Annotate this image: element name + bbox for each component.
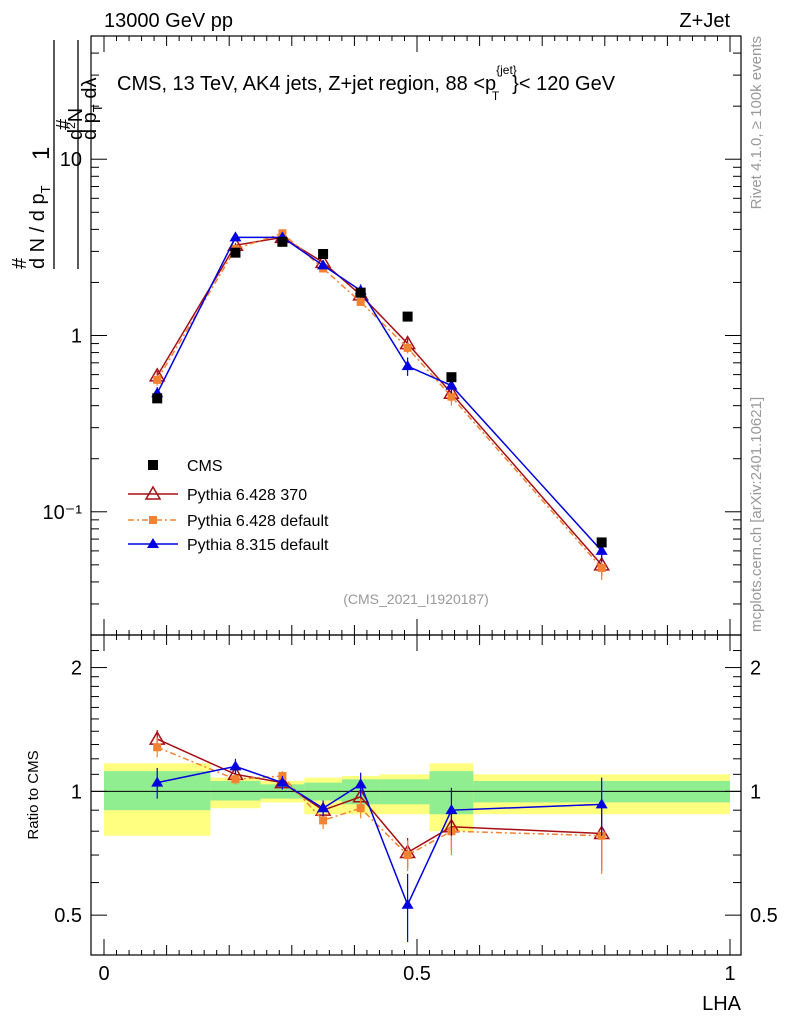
ratio-point bbox=[354, 778, 367, 789]
y-tick-label: 1 bbox=[71, 326, 82, 348]
ratio-tick-label: 2 bbox=[71, 658, 82, 680]
analysis-id: (CMS_2021_I1920187) bbox=[343, 591, 489, 607]
svg-text:#: # bbox=[53, 118, 75, 130]
series-3 bbox=[151, 231, 608, 943]
y-axis-label: 1 d N / d pT # # d pT dλ d2N bbox=[9, 40, 105, 269]
legend-label-pythia8-default: Pythia 8.315 default bbox=[187, 537, 329, 554]
legend-marker-cms bbox=[148, 460, 158, 470]
ratio-tick-label: 1 bbox=[71, 781, 82, 803]
legend-label-pythia6-default: Pythia 6.428 default bbox=[187, 513, 329, 530]
svg-text:#: # bbox=[9, 257, 31, 269]
legend: CMS Pythia 6.428 370 Pythia 6.428 defaul… bbox=[128, 458, 329, 554]
cms-data-point bbox=[277, 236, 288, 247]
legend-marker-pythia8-default bbox=[147, 538, 159, 548]
legend-label-pythia6-370: Pythia 6.428 370 bbox=[187, 487, 307, 504]
y-tick-label: 10 bbox=[60, 149, 82, 171]
axis-ticks: 0 0.5 1 10⁻¹ 1 10 0.5 0.5 1 1 2 2 bbox=[43, 35, 778, 985]
data-point bbox=[401, 360, 414, 371]
series-line-ratio bbox=[156, 746, 602, 856]
x-tick-label: 0 bbox=[98, 963, 109, 985]
rivet-note: Rivet 4.1.0, ≥ 100k events bbox=[748, 36, 765, 209]
ratio-point bbox=[151, 776, 164, 787]
series-line-main bbox=[156, 236, 603, 552]
cms-data-point bbox=[402, 311, 413, 322]
ratio-point bbox=[229, 760, 242, 771]
ratio-point bbox=[595, 798, 608, 809]
legend-item-pythia6-default: Pythia 6.428 default bbox=[128, 513, 329, 530]
ratio-point bbox=[317, 802, 330, 813]
header-right: Z+Jet bbox=[679, 10, 730, 32]
series-layer bbox=[148, 228, 610, 943]
title-main: CMS, 13 TeV, AK4 jets, Z+jet region, 88 … bbox=[117, 73, 496, 95]
svg-text:d2N: d2N bbox=[64, 108, 87, 140]
data-point bbox=[229, 231, 242, 242]
ratio-panel-frame bbox=[90, 634, 742, 956]
title-tail: }< 120 GeV bbox=[512, 73, 616, 95]
ratio-tick-label: 0.5 bbox=[750, 905, 778, 927]
svg-text:1: 1 bbox=[28, 147, 55, 160]
series-cms bbox=[152, 236, 607, 548]
x-tick-label: 1 bbox=[724, 963, 735, 985]
x-tick-label: 0.5 bbox=[403, 963, 431, 985]
ratio-y-label: Ratio to CMS bbox=[25, 750, 42, 839]
cms-data-point bbox=[152, 393, 163, 404]
ratio-tick-label: 1 bbox=[750, 781, 761, 803]
cms-data-point bbox=[318, 248, 329, 259]
cms-data-point bbox=[596, 537, 607, 548]
chart-title: CMS, 13 TeV, AK4 jets, Z+jet region, 88 … bbox=[117, 63, 616, 103]
data-point bbox=[445, 379, 458, 390]
y-tick-label: 10⁻¹ bbox=[43, 502, 83, 524]
data-point bbox=[356, 297, 365, 306]
data-point bbox=[153, 375, 162, 384]
legend-label-cms: CMS bbox=[187, 458, 223, 475]
series-line-ratio bbox=[157, 765, 602, 907]
ratio-tick-label: 0.5 bbox=[54, 905, 82, 927]
ratio-point bbox=[276, 776, 289, 787]
title-sup: {jet} bbox=[496, 63, 517, 77]
cms-data-point bbox=[230, 247, 241, 258]
data-point bbox=[447, 392, 456, 401]
cms-data-point bbox=[446, 372, 457, 383]
legend-marker-pythia6-default bbox=[149, 516, 157, 524]
legend-item-pythia8-default: Pythia 8.315 default bbox=[128, 537, 329, 554]
ratio-point bbox=[401, 898, 414, 909]
ratio-point bbox=[319, 816, 328, 825]
band-inner-1 bbox=[210, 780, 261, 801]
title-sub: T bbox=[492, 89, 500, 103]
ratio-point bbox=[445, 804, 458, 815]
ratio-point bbox=[231, 775, 240, 784]
data-point bbox=[403, 343, 412, 352]
data-point bbox=[597, 563, 606, 572]
ratio-tick-label: 2 bbox=[750, 658, 761, 680]
ratio-point bbox=[153, 743, 162, 752]
ratio-point bbox=[403, 851, 412, 860]
series-line-main bbox=[156, 232, 603, 569]
ratio-point bbox=[356, 804, 365, 813]
mcplots-note: mcplots.cern.ch [arXiv:2401.10621] bbox=[748, 397, 765, 632]
data-point bbox=[317, 259, 330, 270]
cms-data-point bbox=[355, 287, 366, 298]
data-point bbox=[595, 544, 608, 555]
legend-marker-pythia6-370 bbox=[144, 485, 162, 500]
legend-item-cms: CMS bbox=[148, 458, 223, 475]
x-axis-label: LHA bbox=[702, 993, 742, 1015]
svg-text:d N / d pT: d N / d pT bbox=[27, 185, 53, 269]
header-left: 13000 GeV pp bbox=[104, 10, 233, 32]
legend-item-pythia6-370: Pythia 6.428 370 bbox=[128, 485, 307, 504]
